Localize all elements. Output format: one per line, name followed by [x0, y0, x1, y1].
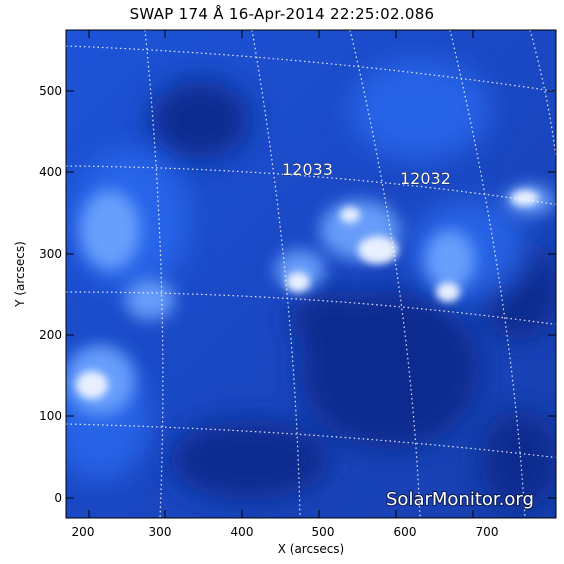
y-tick-label: 200	[39, 328, 62, 342]
y-tick-label: 100	[39, 409, 62, 423]
x-tick-label: 600	[394, 525, 417, 539]
axis-ticks	[66, 30, 556, 518]
y-tick-label: 0	[54, 491, 62, 505]
solar-image	[66, 30, 556, 518]
plot-title: SWAP 174 Å 16-Apr-2014 22:25:02.086	[129, 5, 435, 23]
x-tick-labels: 200 300 400 500 600 700	[72, 525, 499, 539]
active-region-label-12033: 12033	[282, 160, 333, 179]
active-region-label-12032: 12032	[400, 169, 451, 188]
x-tick-label: 300	[149, 525, 172, 539]
x-tick-label: 700	[476, 525, 499, 539]
x-tick-label: 400	[231, 525, 254, 539]
y-tick-label: 500	[39, 84, 62, 98]
x-tick-label: 500	[312, 525, 335, 539]
solarmonitor-watermark: SolarMonitor.org	[386, 489, 534, 510]
heliographic-grid	[66, 30, 556, 518]
y-tick-label: 300	[39, 247, 62, 261]
y-tick-labels: 0 100 200 300 400 500	[39, 84, 62, 505]
x-axis-label: X (arcsecs)	[278, 542, 345, 556]
y-axis-label: Y (arcsecs)	[13, 241, 27, 308]
y-tick-label: 400	[39, 165, 62, 179]
x-tick-label: 200	[72, 525, 95, 539]
